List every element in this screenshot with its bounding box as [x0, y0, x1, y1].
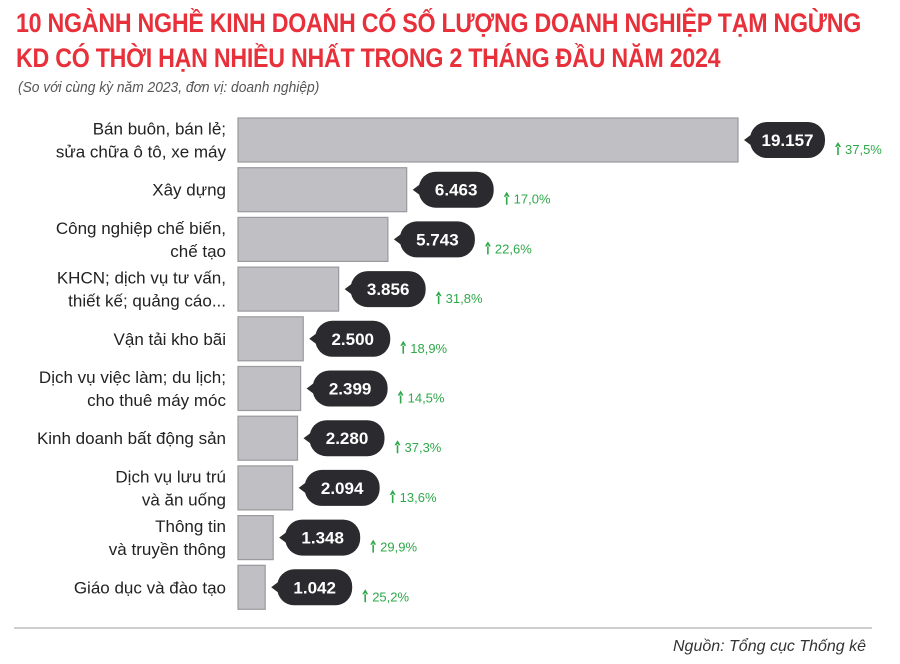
- category-label: Thông tin: [155, 517, 226, 536]
- value-label: 2.500: [331, 330, 374, 349]
- value-bubble: [304, 469, 380, 506]
- bar: [237, 167, 408, 213]
- value-label: 2.280: [326, 429, 369, 448]
- bar: [237, 316, 304, 362]
- bar: [237, 266, 340, 312]
- value-bubble-pointer: [744, 134, 752, 146]
- category-label: và truyền thông: [109, 540, 226, 559]
- category-label: thiết kế; quảng cáo...: [68, 292, 226, 311]
- value-label: 1.042: [293, 578, 336, 597]
- value-bubble: [285, 519, 361, 556]
- value-label: 6.463: [435, 181, 478, 200]
- category-label: cho thuê máy móc: [87, 391, 226, 410]
- category-label: Xây dựng: [152, 181, 226, 200]
- category-label: Giáo dục và đào tạo: [74, 578, 226, 597]
- value-bubble-pointer: [303, 432, 312, 445]
- up-arrow-icon: [362, 589, 369, 603]
- change-label: 29,9%: [380, 540, 417, 555]
- value-label: 3.856: [367, 280, 410, 299]
- change-label: 37,5%: [845, 142, 882, 157]
- bar: [237, 365, 302, 412]
- value-bubble: [315, 320, 391, 357]
- value-label: 5.743: [416, 230, 459, 249]
- divider: [14, 627, 872, 629]
- bar: [237, 415, 299, 461]
- value-bubble-pointer: [309, 332, 318, 345]
- change-label: 22,6%: [495, 241, 532, 256]
- change-label: 17,0%: [514, 192, 551, 207]
- value-bubble-pointer: [412, 183, 421, 196]
- up-arrow-icon: [370, 539, 377, 553]
- value-bubble: [312, 370, 388, 407]
- change-label: 37,3%: [405, 440, 442, 455]
- up-arrow-icon: [389, 489, 396, 503]
- value-bubble: [399, 221, 475, 258]
- value-bubble: [350, 271, 426, 308]
- change-label: 31,8%: [446, 291, 483, 306]
- chart-subtitle: (So với cùng kỳ năm 2023, đơn vị: doanh …: [18, 79, 320, 96]
- value-bubble-pointer: [279, 531, 288, 544]
- change-label: 25,2%: [372, 589, 409, 604]
- category-label: Dịch vụ việc làm; du lịch;: [39, 368, 226, 387]
- category-label: Kinh doanh bất động sản: [37, 429, 226, 448]
- bar: [237, 514, 274, 561]
- change-label: 14,5%: [408, 391, 445, 406]
- change-label: 13,6%: [400, 490, 437, 505]
- category-label: sửa chữa ô tô, xe máy: [56, 143, 227, 162]
- value-bubble-pointer: [271, 581, 280, 594]
- bar: [237, 117, 739, 163]
- change-label: 18,9%: [410, 341, 447, 356]
- value-label: 2.399: [329, 380, 372, 399]
- category-label: KHCN; dịch vụ tư vấn,: [57, 269, 226, 288]
- value-label: 19.157: [762, 131, 814, 150]
- category-label: Dịch vụ lưu trú: [115, 467, 226, 486]
- value-label: 1.348: [301, 529, 344, 548]
- up-arrow-icon: [835, 142, 841, 155]
- value-bubble: [750, 122, 825, 158]
- value-bubble-pointer: [298, 481, 307, 494]
- bar: [237, 216, 389, 262]
- up-arrow-icon: [400, 340, 407, 354]
- chart-title-line-2: KD CÓ THỜI HẠN NHIỀU NHẤT TRONG 2 THÁNG …: [16, 43, 721, 73]
- up-arrow-icon: [435, 291, 442, 305]
- category-label: chế tạo: [170, 242, 226, 261]
- bar: [237, 564, 266, 610]
- category-label: và ăn uống: [142, 490, 226, 509]
- up-arrow-icon: [484, 241, 491, 255]
- source-note: Nguồn: Tổng cục Thống kê: [672, 638, 866, 655]
- value-bubble: [418, 171, 494, 208]
- chart-title-line-1: 10 NGÀNH NGHỀ KINH DOANH CÓ SỐ LƯỢNG DOA…: [16, 8, 862, 38]
- value-bubble: [277, 569, 353, 606]
- value-bubble-pointer: [344, 283, 353, 296]
- bar: [237, 465, 294, 511]
- up-arrow-icon: [503, 191, 510, 205]
- category-label: Công nghiệp chế biến,: [56, 219, 226, 238]
- value-bubble-pointer: [306, 382, 315, 395]
- category-label: Vận tải kho bãi: [114, 330, 226, 349]
- up-arrow-icon: [397, 390, 404, 404]
- value-bubble: [309, 420, 385, 457]
- value-bubble-pointer: [393, 233, 402, 246]
- up-arrow-icon: [394, 440, 401, 454]
- category-label: Bán buôn, bán lẻ;: [93, 120, 226, 139]
- value-label: 2.094: [321, 479, 364, 498]
